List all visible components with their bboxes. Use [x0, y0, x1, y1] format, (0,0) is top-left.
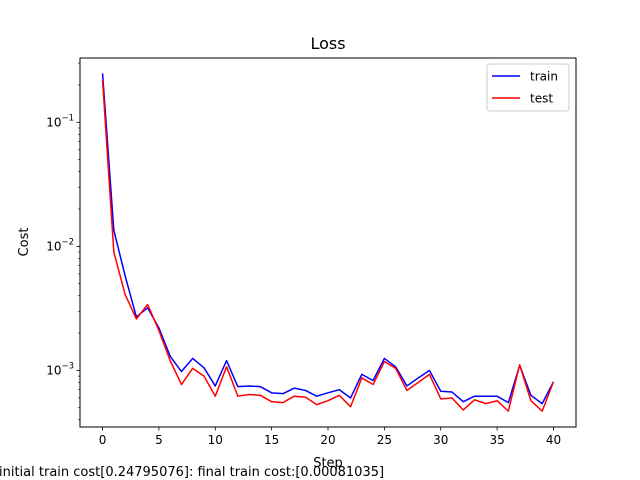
y-axis: 10−1 10−2 10−3: [46, 62, 80, 421]
x-tick-label: 40: [546, 433, 561, 447]
chart-title: Loss: [310, 34, 345, 53]
summary-caption: initial train cost[0.24795076]: final tr…: [0, 465, 385, 480]
x-axis: 0 5 10 15 20 25 30 35 40: [99, 427, 561, 447]
x-axis-label: Step: [313, 456, 343, 471]
x-tick-label: 15: [264, 433, 279, 447]
x-tick-label: 20: [320, 433, 335, 447]
x-tick-label: 35: [489, 433, 504, 447]
y-tick-label: 10−2: [46, 237, 74, 253]
y-tick-label: 10−1: [46, 113, 74, 129]
series-line-train: [101, 73, 555, 405]
x-tick-label: 5: [155, 433, 163, 447]
legend-label-train: train: [530, 70, 558, 84]
legend-label-test: test: [530, 92, 553, 106]
y-tick-label: 10−3: [46, 361, 74, 377]
series-line-test: [101, 79, 555, 412]
x-tick-label: 0: [99, 433, 107, 447]
x-tick-label: 30: [433, 433, 448, 447]
plot-lines: [101, 73, 555, 412]
y-axis-label: Cost: [17, 228, 32, 257]
x-tick-label: 10: [208, 433, 223, 447]
x-tick-label: 25: [377, 433, 392, 447]
legend: train test: [486, 63, 570, 112]
